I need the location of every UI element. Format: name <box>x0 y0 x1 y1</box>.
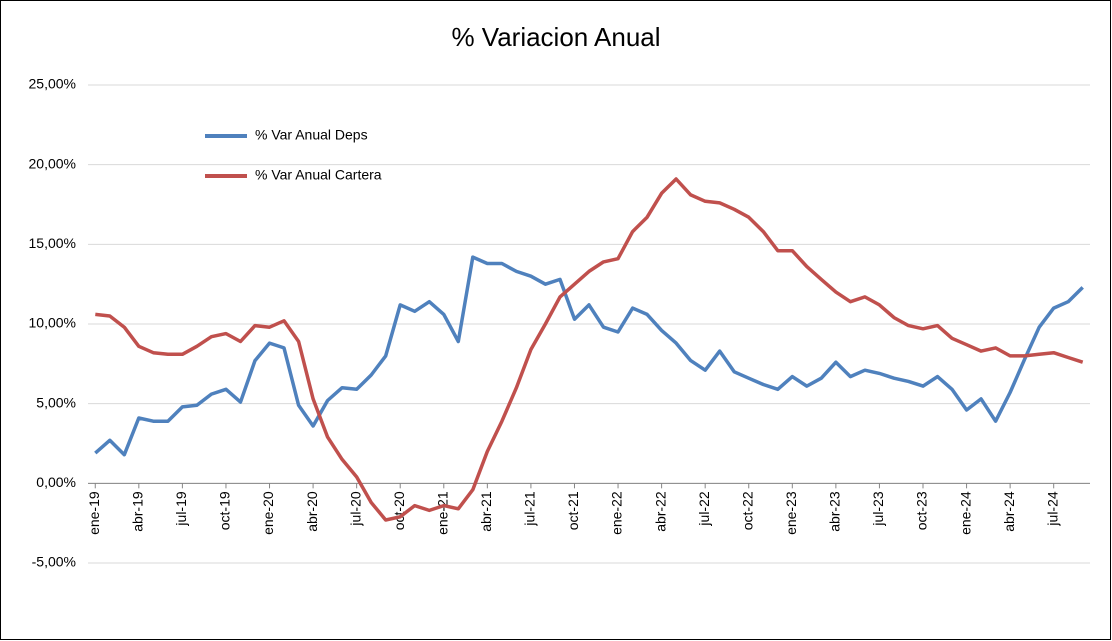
x-tick-label: ene-19 <box>86 491 102 535</box>
y-tick-label: 15,00% <box>29 235 76 251</box>
legend-label: % Var Anual Deps <box>255 127 368 143</box>
x-tick-label: abr-24 <box>1001 491 1017 532</box>
x-tick-label: abr-22 <box>652 491 668 532</box>
legend-label: % Var Anual Cartera <box>255 167 382 183</box>
x-tick-label: oct-19 <box>217 491 233 530</box>
x-tick-label: jul-22 <box>696 491 712 526</box>
series-line <box>94 255 1084 457</box>
y-tick-label: 25,00% <box>29 76 76 92</box>
x-tick-label: ene-24 <box>957 491 973 535</box>
x-tick-label: ene-23 <box>783 491 799 535</box>
x-tick-label: abr-19 <box>130 491 146 532</box>
y-tick-label: -5,00% <box>32 554 76 570</box>
x-tick-label: jul-19 <box>173 491 189 526</box>
y-tick-label: 5,00% <box>36 394 76 410</box>
chart-title: % Variacion Anual <box>451 22 660 52</box>
x-tick-label: oct-23 <box>914 491 930 530</box>
y-tick-label: 20,00% <box>29 155 76 171</box>
series-line <box>95 177 1084 522</box>
x-tick-label: oct-22 <box>739 491 755 530</box>
x-tick-label: ene-21 <box>434 491 450 535</box>
y-tick-label: 0,00% <box>36 474 76 490</box>
x-tick-label: jul-24 <box>1044 491 1060 526</box>
x-tick-label: jul-20 <box>347 491 363 526</box>
x-tick-label: ene-22 <box>609 491 625 535</box>
x-tick-label: abr-21 <box>478 491 494 532</box>
y-tick-label: 10,00% <box>29 315 76 331</box>
x-tick-label: oct-21 <box>565 491 581 530</box>
x-tick-label: ene-20 <box>260 491 276 535</box>
x-tick-label: abr-20 <box>304 491 320 532</box>
x-tick-label: abr-23 <box>827 491 843 532</box>
x-tick-label: jul-21 <box>522 491 538 526</box>
x-tick-label: jul-23 <box>870 491 886 526</box>
x-tick-label: oct-20 <box>391 491 407 530</box>
